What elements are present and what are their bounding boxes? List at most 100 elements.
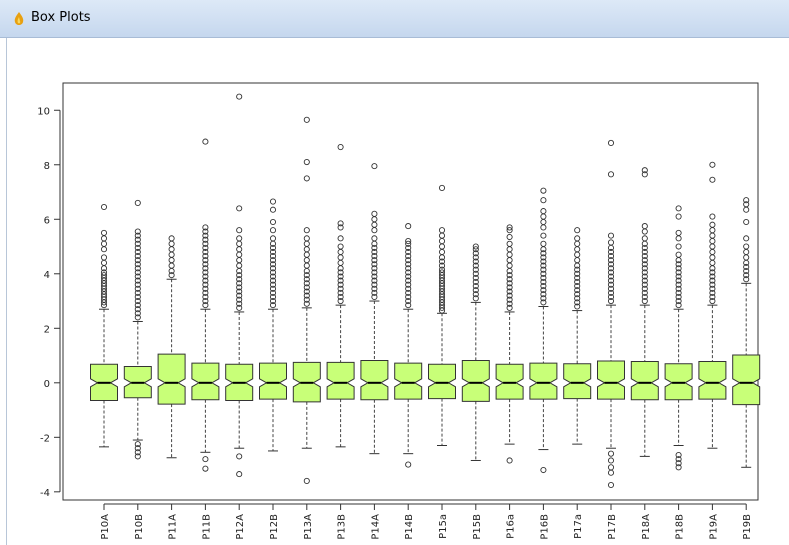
outlier-point	[236, 276, 243, 283]
outlier-point	[134, 314, 141, 321]
outlier-point	[675, 302, 682, 309]
outlier-point	[100, 269, 108, 276]
outlier-point	[607, 469, 615, 476]
x-tick-label: P16B	[539, 514, 550, 540]
outlier-point	[236, 304, 243, 311]
outlier-point	[269, 273, 277, 280]
outlier-point	[574, 251, 581, 258]
outlier-point	[269, 257, 277, 264]
outlier-point	[303, 240, 310, 247]
x-tick-label: P16a	[506, 514, 517, 539]
outlier-point	[675, 464, 682, 471]
outlier-point	[337, 235, 344, 242]
outlier-point	[371, 253, 378, 260]
outlier-point	[574, 303, 581, 310]
outlier-point	[709, 243, 716, 250]
outlier-point	[506, 304, 513, 311]
outlier-point	[269, 285, 277, 292]
outlier-point	[236, 296, 243, 303]
outlier-point	[540, 291, 547, 298]
outlier-point	[743, 263, 750, 271]
box	[495, 363, 524, 400]
outlier-point	[202, 236, 209, 243]
box	[563, 363, 592, 400]
box	[360, 359, 389, 401]
outlier-point	[506, 292, 513, 299]
outlier-point	[405, 289, 412, 296]
outlier-point	[472, 291, 479, 298]
outlier-point	[540, 187, 547, 194]
outlier-point	[607, 450, 615, 457]
box	[191, 362, 220, 401]
outlier-point	[202, 302, 209, 309]
outlier-point	[269, 244, 277, 251]
outlier-point	[405, 261, 412, 268]
outlier-point	[236, 251, 243, 258]
outlier-point	[371, 257, 378, 264]
outlier-point	[303, 251, 310, 258]
outlier-point	[743, 272, 750, 279]
outlier-point	[574, 227, 581, 234]
outlier-point	[675, 285, 682, 292]
outlier-point	[743, 206, 750, 213]
outlier-point	[641, 235, 648, 242]
window-title: Box Plots	[31, 10, 91, 25]
outlier-point	[134, 265, 141, 272]
outlier-point	[675, 213, 682, 220]
outlier-point	[675, 277, 682, 284]
outlier-point	[438, 269, 446, 276]
outlier-point	[134, 273, 141, 280]
outlier-point	[337, 248, 344, 256]
outlier-point	[540, 218, 547, 226]
outlier-point	[607, 139, 615, 147]
x-tick-label: P19B	[742, 514, 753, 540]
outlier-point	[574, 287, 581, 294]
outlier-point	[303, 257, 310, 264]
outlier-point	[337, 281, 344, 288]
outlier-point	[540, 250, 547, 257]
outlier-point	[134, 248, 141, 256]
box	[698, 361, 727, 400]
outlier-point	[472, 282, 479, 290]
outlier-point	[675, 243, 682, 250]
outlier-point	[540, 466, 547, 474]
outlier-point	[168, 251, 175, 258]
x-tick-label: P11A	[168, 514, 179, 540]
outlier-point	[641, 171, 648, 178]
outlier-point	[607, 293, 615, 301]
outlier-point	[236, 257, 243, 264]
outlier-point	[405, 461, 412, 468]
box	[630, 361, 659, 401]
outlier-point	[506, 288, 513, 295]
outlier-point	[641, 244, 648, 251]
title-bar[interactable]: Box Plots	[0, 0, 789, 38]
outlier-point	[675, 229, 682, 236]
outlier-point	[641, 289, 648, 296]
outlier-point	[269, 302, 277, 309]
outlier-point	[168, 272, 175, 279]
outlier-point	[202, 257, 209, 264]
outlier-point	[607, 277, 615, 284]
outlier-point	[607, 261, 615, 268]
outlier-point	[134, 297, 141, 305]
outlier-point	[202, 285, 209, 292]
outlier-point	[743, 254, 750, 261]
outlier-point	[709, 221, 716, 228]
outlier-point	[607, 269, 615, 276]
outlier-point	[709, 277, 716, 284]
outlier-point	[675, 456, 682, 463]
outlier-point	[134, 269, 141, 276]
outlier-point	[506, 224, 513, 231]
outlier-point	[236, 280, 243, 287]
outlier-point	[607, 257, 615, 264]
outlier-point	[303, 227, 310, 234]
outlier-point	[202, 265, 209, 272]
outlier-point	[743, 197, 750, 204]
outlier-point	[540, 213, 547, 220]
outlier-point	[337, 243, 344, 250]
outlier-point	[438, 258, 446, 265]
outlier-point	[134, 302, 141, 309]
outlier-point	[405, 302, 412, 309]
outlier-point	[506, 233, 513, 241]
outlier-point	[641, 277, 648, 284]
